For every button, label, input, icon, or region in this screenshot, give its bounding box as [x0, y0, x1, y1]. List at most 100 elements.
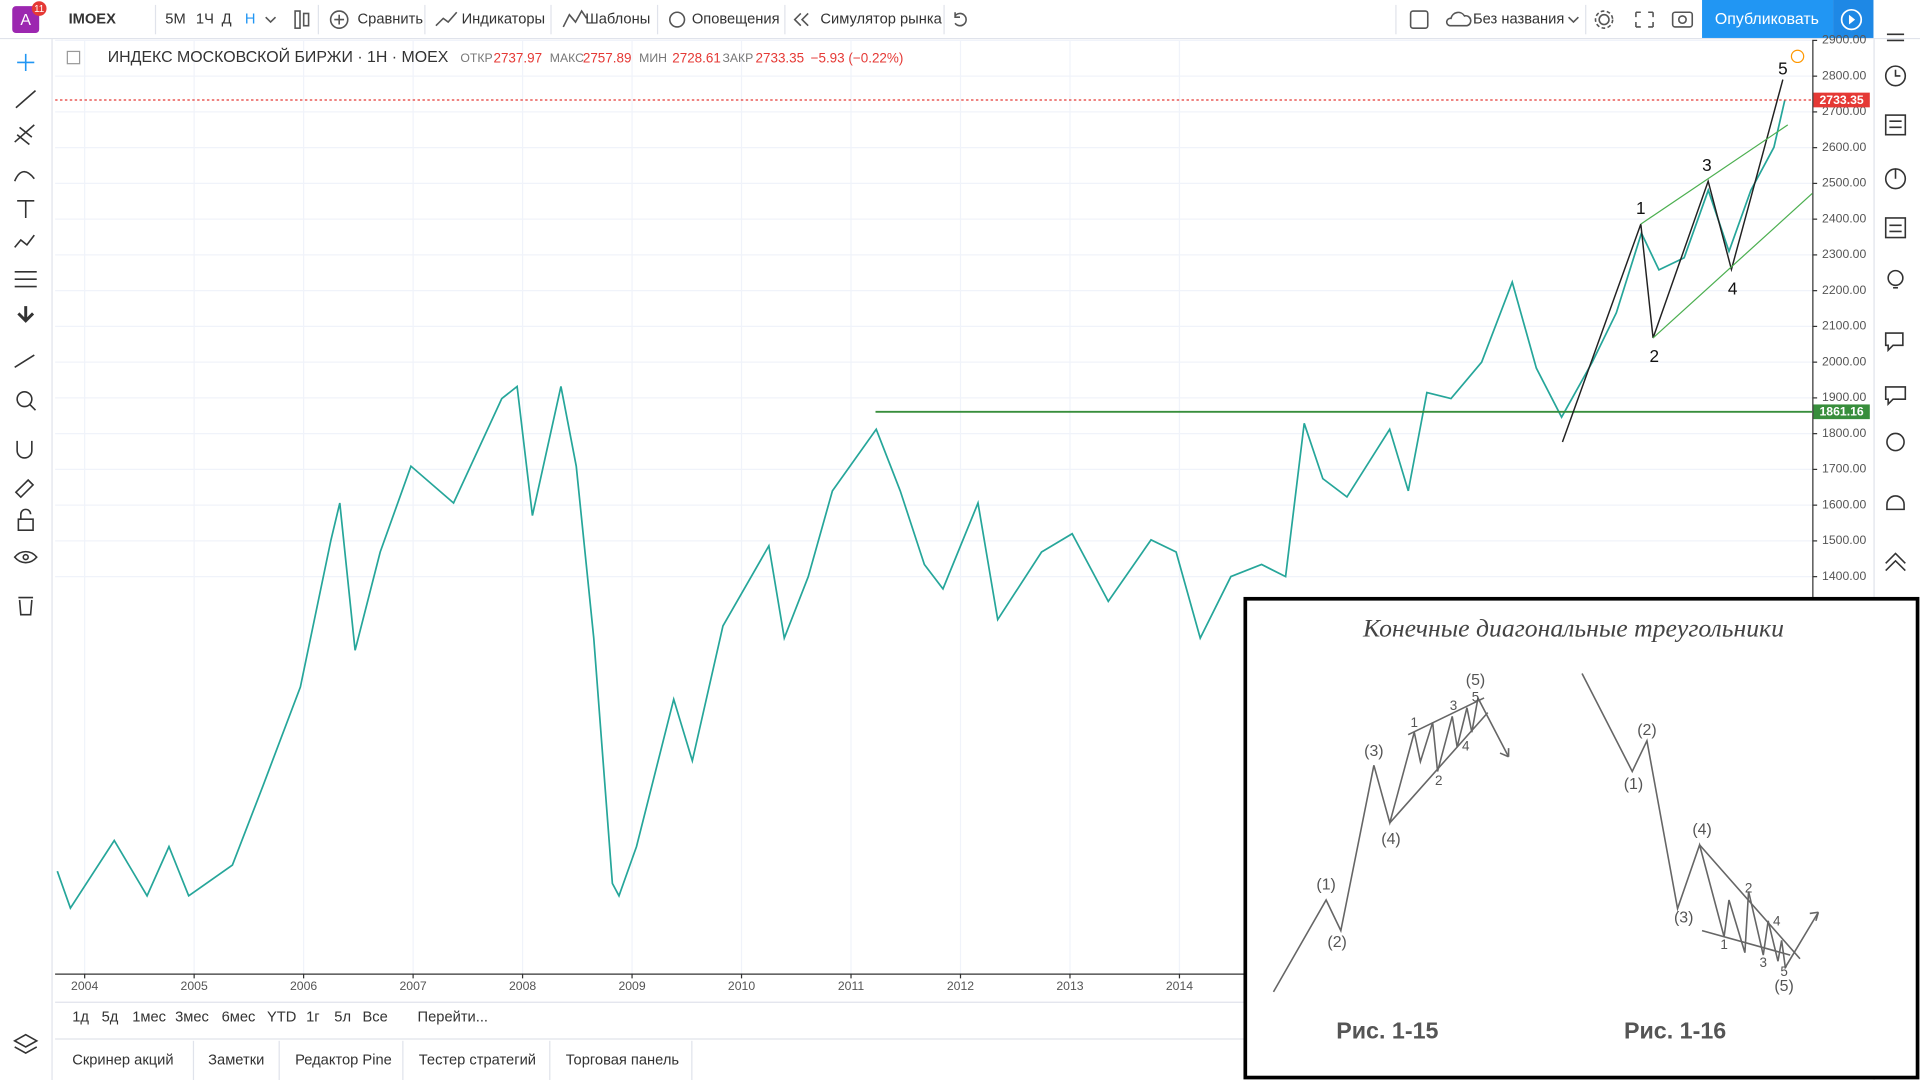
y-tick-label: 1600.00	[1822, 497, 1866, 511]
inset-wave-label: 4	[1462, 739, 1470, 754]
range-button[interactable]: 1мес	[132, 1009, 166, 1025]
wave-label: 1	[1636, 198, 1646, 218]
price-badge	[1813, 404, 1870, 420]
inset-wave-label: 5	[1780, 964, 1787, 979]
badge	[31, 1, 47, 16]
wave-label: 5	[1778, 58, 1788, 78]
y-tick-label: 1500.00	[1822, 533, 1866, 547]
bottom-tab[interactable]: Тестер стратегий	[419, 1052, 536, 1068]
bottom-bars: 1д 5д 1мес 3мес 6мес YTD 1г 5л Все Перейти... Скри…	[72, 1009, 693, 1080]
warning-icon	[1790, 49, 1805, 64]
inset-wave-label: 3	[1760, 955, 1767, 970]
toolbar-button[interactable]: Оповещения	[692, 11, 780, 27]
figure-label: Рис. 1-16	[1624, 1017, 1726, 1043]
inset-wave-label: (1)	[1624, 776, 1643, 793]
inset-wave-label: 2	[1435, 773, 1442, 788]
price-badge-label: 1861.16	[1820, 405, 1864, 419]
inset-wave-label: 1	[1411, 715, 1418, 730]
inset-wave-label: 4	[1773, 914, 1781, 929]
range-button[interactable]: YTD	[267, 1009, 296, 1025]
inset-wave-label: (4)	[1381, 831, 1400, 848]
y-tick-label: 2800.00	[1822, 68, 1866, 82]
x-tick-label: 2010	[728, 979, 755, 993]
toolbar-button[interactable]: Сравнить	[358, 11, 424, 27]
y-tick-label: 2400.00	[1822, 211, 1866, 225]
y-tick-label: 2900.00	[1822, 33, 1866, 47]
x-tick-label: 2013	[1056, 979, 1083, 993]
y-tick-label: 2600.00	[1822, 140, 1866, 154]
y-tick-label: 2700.00	[1822, 104, 1866, 118]
inset-wave-label: (2)	[1637, 722, 1656, 739]
inset-labels: (1) (2) (3) (4) (5) 1 2 3 4 5 (1) (2) (3) (4) (5) 1 2 3 4 5	[1316, 672, 1793, 995]
price-badge-label: 2733.35	[1820, 93, 1864, 107]
x-tick-label: 2008	[509, 979, 536, 993]
price-line	[56, 99, 1786, 911]
bottom-tab[interactable]: Заметки	[208, 1052, 264, 1068]
badge-count: 11	[34, 4, 44, 15]
ohlc-label: ЗАКР	[722, 51, 753, 65]
axes: 1400.00 1500.00 1600.00 1700.00 1800.00 1900.…	[71, 33, 1870, 993]
channel-lines	[1640, 124, 1813, 339]
range-button[interactable]: 3мес	[175, 1009, 209, 1025]
inset-wave-label: 1	[1720, 937, 1727, 952]
grid	[55, 39, 1813, 974]
ohlc-label: МАКС	[550, 51, 584, 65]
toolbar-button[interactable]: Шаблоны	[585, 11, 650, 27]
ohlc-value: 2757.89	[583, 50, 632, 65]
inset-wave-label: (4)	[1692, 821, 1711, 838]
layout-name[interactable]: Без названия	[1473, 11, 1564, 27]
ohlc-label: ОТКР	[460, 51, 492, 65]
range-button[interactable]: 1г	[306, 1009, 320, 1025]
y-tick-label: 2100.00	[1822, 319, 1866, 333]
interval[interactable]: Н	[245, 11, 256, 27]
inset-wave-label: (2)	[1327, 934, 1346, 951]
ohlc-value: 2737.97	[493, 50, 542, 65]
range-button[interactable]: 5л	[334, 1009, 351, 1025]
inset-wave-label: (3)	[1364, 743, 1383, 760]
range-button[interactable]: Все	[362, 1009, 387, 1025]
avatar[interactable]	[12, 6, 40, 34]
range-button[interactable]: 1д	[72, 1009, 89, 1025]
y-tick-label: 2200.00	[1822, 283, 1866, 297]
y-tick-label: 1900.00	[1822, 390, 1866, 404]
inset-wave-label: 5	[1472, 690, 1479, 705]
range-button[interactable]: 6мес	[222, 1009, 256, 1025]
y-tick-label: 2000.00	[1822, 354, 1866, 368]
range-button[interactable]: Перейти...	[418, 1009, 488, 1025]
x-tick-label: 2007	[399, 979, 426, 993]
y-tick-label: 2500.00	[1822, 176, 1866, 190]
publish-label: Опубликовать	[1715, 11, 1819, 28]
x-tick-label: 2005	[181, 979, 208, 993]
figure-label: Рис. 1-15	[1336, 1017, 1438, 1043]
y-tick-label: 2300.00	[1822, 247, 1866, 261]
inset-diagrams	[1272, 673, 1820, 993]
ohlc-value: 2728.61	[672, 50, 721, 65]
inset-title: Конечные диагональные треугольники	[1362, 614, 1784, 643]
interval[interactable]: Д	[222, 11, 232, 27]
bottom-tab[interactable]: Редактор Pine	[295, 1052, 392, 1068]
toolbar-icons	[265, 9, 1694, 29]
toolbar-button[interactable]: Индикаторы	[462, 11, 546, 27]
wave-drawing	[1561, 79, 1784, 443]
change: −5.93 (−0.22%)	[811, 50, 904, 65]
range-button[interactable]: 5д	[102, 1009, 119, 1025]
bottom-tab[interactable]: Скринер акций	[72, 1052, 173, 1068]
x-tick-label: 2009	[618, 979, 645, 993]
avatar-letter: A	[20, 12, 31, 29]
symbol[interactable]: IMOEX	[69, 11, 117, 27]
bottom-tab[interactable]: Торговая панель	[566, 1052, 680, 1068]
wave-label: 2	[1650, 346, 1660, 366]
x-tick-label: 2012	[947, 979, 974, 993]
y-tick-label: 1800.00	[1822, 426, 1866, 440]
legend-toggle[interactable]	[66, 50, 81, 65]
interval[interactable]: 1Ч	[196, 11, 214, 27]
interval[interactable]: 5М	[165, 11, 185, 27]
ohlc-label: МИН	[639, 51, 667, 65]
wave-label: 4	[1728, 279, 1738, 299]
price-badge	[1813, 92, 1870, 108]
inset-wave-label: (3)	[1674, 910, 1693, 927]
publish-button[interactable]	[1702, 0, 1834, 38]
toolbar-button[interactable]: Симулятор рынка	[820, 11, 942, 27]
x-tick-label: 2011	[838, 979, 865, 993]
